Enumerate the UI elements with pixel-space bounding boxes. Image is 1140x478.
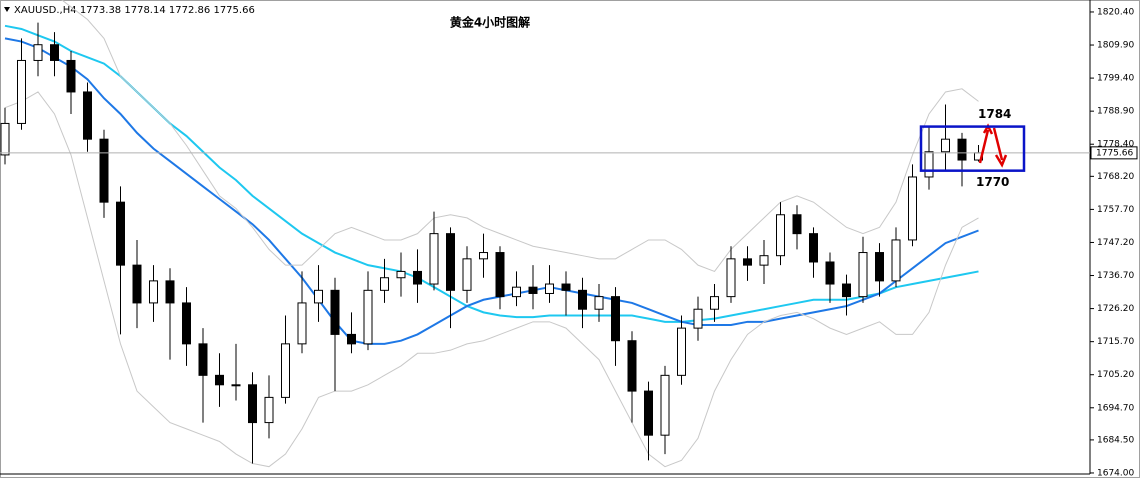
candle-body (17, 59, 26, 124)
candle-body (83, 91, 92, 140)
level-label: 1770 (976, 175, 1009, 189)
candle-body (578, 289, 587, 310)
header: XAUUSD.,H4 1773.38 1778.14 1772.86 1775.… (14, 5, 255, 16)
candle-body (396, 270, 406, 279)
close-value: 1775.66 (213, 5, 254, 16)
candle-body (858, 252, 868, 298)
candle-body (545, 283, 554, 294)
y-tick-label: 1674.00 (1097, 468, 1134, 478)
candle-body (99, 138, 109, 203)
candle-body (446, 233, 455, 291)
y-tick-label: 1809.90 (1097, 41, 1134, 51)
candle-body (264, 396, 274, 424)
candle-body (50, 44, 59, 61)
candle-body (611, 296, 620, 342)
price-tag-label: 1775.66 (1096, 148, 1133, 158)
candle-body (957, 138, 967, 161)
y-tick-label: 1799.40 (1097, 74, 1134, 84)
candle-body (677, 327, 686, 376)
y-tick-label: 1726.20 (1097, 304, 1134, 314)
menu-triangle (4, 7, 10, 12)
candle-body (495, 252, 505, 298)
candle-body (281, 343, 290, 398)
candle-body (462, 258, 472, 291)
candle-body (710, 296, 719, 310)
y-tick-label: 1820.40 (1097, 7, 1134, 17)
candle-body (825, 261, 835, 285)
candle-body (330, 289, 340, 335)
candle-body (528, 286, 538, 294)
y-tick-label: 1788.90 (1097, 107, 1134, 117)
level-label: 1784 (978, 107, 1011, 121)
indicator-line (4, 91, 979, 468)
candle-body (215, 374, 224, 386)
candle-body (33, 44, 43, 61)
candle-body (660, 374, 670, 436)
candle-body (429, 233, 439, 285)
y-tick-label: 1747.20 (1097, 238, 1134, 248)
candle-body (693, 308, 703, 329)
candle-body (363, 289, 373, 345)
candle-body (297, 302, 307, 345)
candle-body (792, 214, 802, 235)
candle-body (413, 270, 422, 285)
candle-body (561, 283, 571, 291)
candle-body (66, 59, 76, 93)
range-box (919, 125, 1026, 172)
y-tick-label: 1715.70 (1097, 337, 1134, 347)
y-tick-label: 1705.20 (1097, 370, 1134, 380)
open-value: 1773.38 (80, 5, 121, 16)
y-tick-label: 1736.70 (1097, 271, 1134, 281)
candle-body (132, 264, 142, 304)
y-tick-label: 1757.70 (1097, 205, 1134, 215)
candle-body (759, 255, 769, 266)
y-tick-label: 1684.50 (1097, 435, 1134, 445)
candle-body (875, 252, 884, 282)
candle-body (809, 233, 818, 263)
high-value: 1778.14 (124, 5, 165, 16)
y-tick-label: 1694.70 (1097, 403, 1134, 413)
candle-body (231, 384, 241, 387)
candle-body (512, 286, 521, 298)
low-value: 1772.86 (169, 5, 210, 16)
candle-body (726, 258, 736, 298)
candle-body (314, 289, 323, 304)
symbol: XAUUSD.,H4 (14, 5, 77, 16)
candle-body (0, 122, 10, 156)
candle-body (116, 201, 125, 266)
candle-body (644, 390, 653, 436)
candle-body (941, 138, 950, 153)
candle-body (908, 176, 917, 241)
chart-title: 黄金4小时图解 (450, 15, 530, 30)
candle-body (182, 302, 191, 345)
candle-body (248, 384, 257, 424)
candle-body (924, 151, 934, 178)
candle-body (743, 258, 752, 266)
candle-body (842, 283, 851, 298)
candle-body (380, 277, 389, 291)
indicator-line (61, 0, 979, 273)
candle-body (198, 343, 208, 376)
indicator-line (4, 37, 979, 345)
y-tick-label: 1768.20 (1097, 172, 1134, 182)
candle-body (165, 280, 175, 304)
candle-body (347, 333, 356, 345)
candle-body (594, 296, 604, 310)
price-tag (1090, 146, 1138, 160)
candle-body (627, 340, 637, 392)
y-tick-label: 1778.40 (1097, 140, 1134, 150)
candle-body (149, 280, 158, 304)
candle-body (776, 214, 785, 257)
candle-body (891, 239, 901, 282)
candle-body (479, 252, 488, 260)
